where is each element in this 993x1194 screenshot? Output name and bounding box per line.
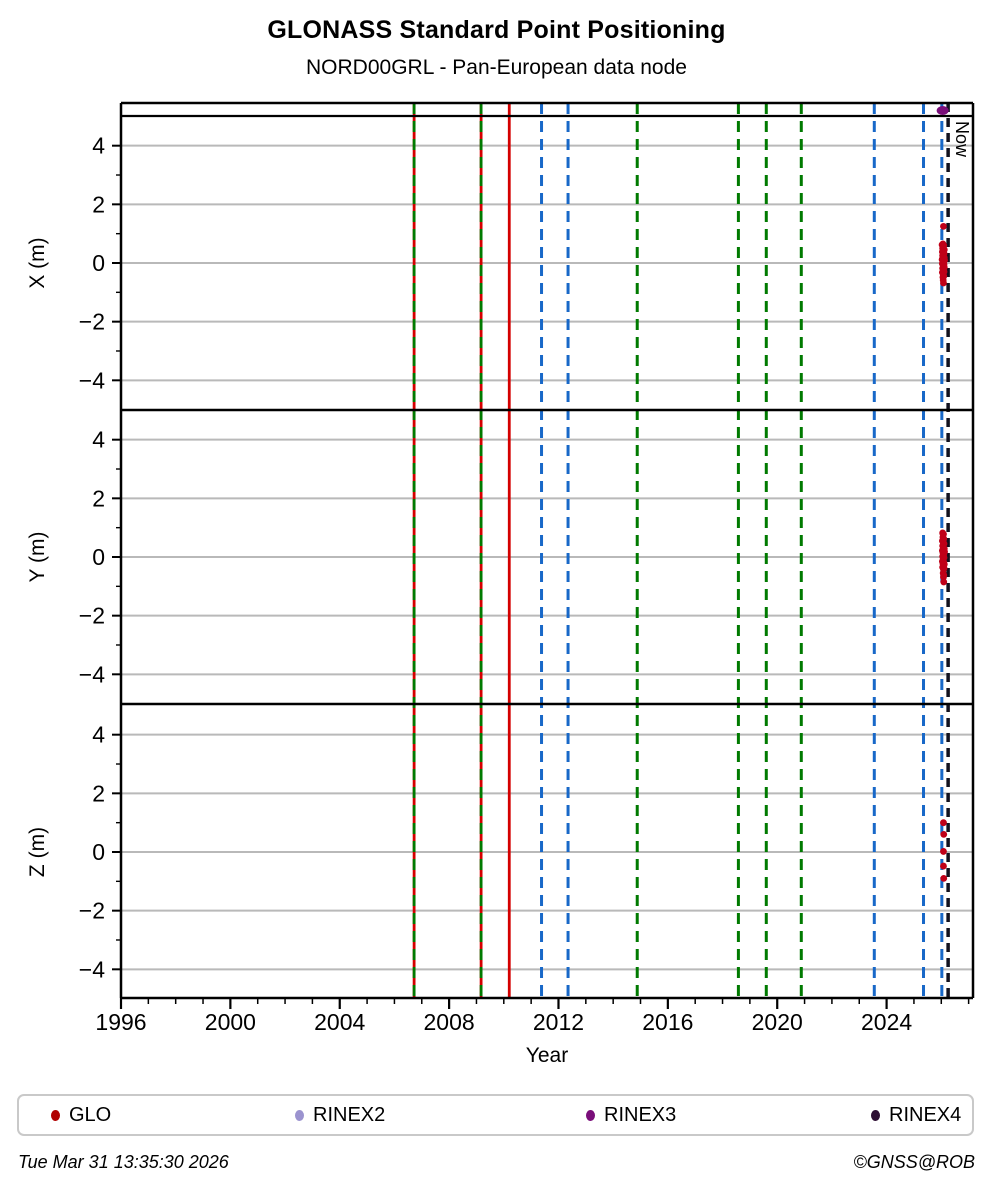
- data-points-panel-1: [938, 529, 948, 586]
- now-label: Now: [952, 121, 972, 158]
- spines: [119, 101, 975, 1000]
- svg-text:−2: −2: [79, 898, 105, 924]
- legend-label-glo: GLO: [69, 1103, 112, 1126]
- y-axis-title-panel-0: X (m): [26, 237, 49, 288]
- svg-text:0: 0: [92, 839, 105, 865]
- svg-text:−2: −2: [79, 309, 105, 335]
- svg-text:0: 0: [92, 250, 105, 276]
- glo-marker-icon: [51, 1109, 60, 1121]
- x-axis-tick-labels: 1996 2000 2004 2008 2012 2016 2020 2024: [95, 1009, 912, 1035]
- legend-label-rinex3: RINEX3: [604, 1103, 677, 1126]
- svg-text:−4: −4: [79, 661, 105, 687]
- svg-text:2004: 2004: [314, 1009, 365, 1035]
- event-lines: [412, 103, 944, 998]
- chart-subtitle: NORD00GRL - Pan-European data node: [306, 56, 687, 79]
- data-points-panel-0: [938, 222, 948, 287]
- plot-timestamp: Tue Mar 31 13:35:30 2026: [18, 1152, 229, 1172]
- y-axis-title-panel-1: Y (m): [26, 532, 49, 583]
- chart-title: GLONASS Standard Point Positioning: [267, 16, 726, 44]
- svg-text:4: 4: [92, 133, 105, 159]
- x-axis-title: Year: [526, 1044, 568, 1067]
- svg-text:−2: −2: [79, 603, 105, 629]
- svg-text:−4: −4: [79, 956, 105, 982]
- svg-text:2000: 2000: [205, 1009, 256, 1035]
- svg-text:4: 4: [92, 427, 105, 453]
- svg-text:4: 4: [92, 722, 105, 748]
- legend: GLO RINEX2 RINEX3 RINEX4: [17, 1094, 974, 1136]
- legend-label-rinex4: RINEX4: [889, 1103, 962, 1126]
- svg-text:2012: 2012: [533, 1009, 584, 1035]
- y-axis-title-0: X (m): [26, 237, 49, 288]
- svg-text:2020: 2020: [752, 1009, 803, 1035]
- copyright-notice: ©GNSS@ROB: [853, 1152, 975, 1172]
- svg-text:2: 2: [92, 780, 105, 806]
- x-axis-title: Year: [526, 1044, 568, 1067]
- legend-item-rinex4: RINEX4: [871, 1096, 961, 1134]
- y-axis-title-1: Y (m): [26, 532, 49, 583]
- svg-text:1996: 1996: [95, 1009, 146, 1035]
- rinex3-data-marker: [936, 106, 949, 115]
- svg-text:2: 2: [92, 485, 105, 511]
- svg-text:2: 2: [92, 191, 105, 217]
- data-points-panel-2: [940, 819, 948, 882]
- legend-item-glo: GLO: [51, 1096, 111, 1134]
- now-marker: Now: [946, 103, 972, 998]
- y-axis-title-2: Z (m): [26, 827, 49, 877]
- svg-text:−4: −4: [79, 367, 105, 393]
- y-axis-ticks-panel-2: −4 −2 0 2 4: [79, 722, 121, 982]
- legend-item-rinex3: RINEX3: [586, 1096, 676, 1134]
- file-type-markers: [936, 106, 949, 115]
- y-axis-title-panel-2: Z (m): [26, 827, 49, 877]
- svg-text:2008: 2008: [424, 1009, 475, 1035]
- gridlines: [121, 144, 973, 971]
- rinex4-marker-icon: [871, 1109, 880, 1121]
- svg-text:0: 0: [92, 544, 105, 570]
- svg-text:2016: 2016: [642, 1009, 693, 1035]
- x-axis-ticks: [119, 998, 970, 1009]
- rinex3-marker-icon: [586, 1109, 595, 1121]
- y-axis-ticks-panel-0: −4 −2 0 2 4: [79, 133, 121, 393]
- y-axis-ticks-panel-1: −4 −2 0 2 4: [79, 427, 121, 687]
- legend-item-rinex2: RINEX2: [295, 1096, 385, 1134]
- rinex2-marker-icon: [295, 1109, 304, 1121]
- svg-text:2024: 2024: [861, 1009, 912, 1035]
- legend-label-rinex2: RINEX2: [313, 1103, 386, 1126]
